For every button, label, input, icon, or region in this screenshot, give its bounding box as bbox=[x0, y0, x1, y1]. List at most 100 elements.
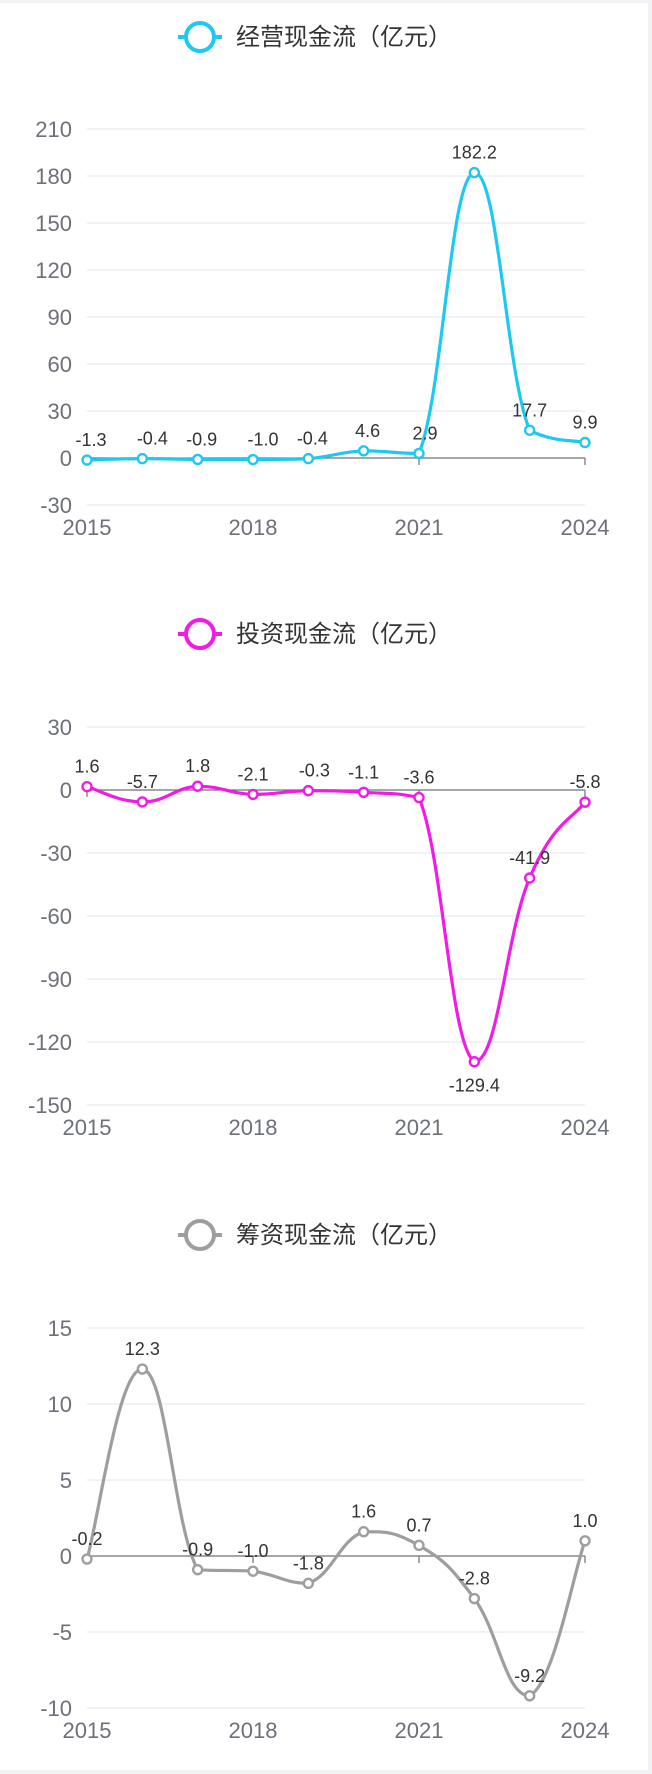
x-tick-label: 2021 bbox=[395, 1718, 444, 1743]
data-point bbox=[579, 1535, 591, 1547]
data-label: 1.8 bbox=[185, 756, 210, 776]
series-line bbox=[86, 170, 586, 462]
x-tick-label: 2015 bbox=[63, 1115, 112, 1140]
x-tick-label: 2015 bbox=[63, 1718, 112, 1743]
y-tick-label: -5 bbox=[52, 1620, 72, 1645]
y-tick-label: 210 bbox=[35, 117, 72, 142]
data-point bbox=[191, 453, 204, 466]
data-label: -1.3 bbox=[75, 430, 106, 450]
y-tick-label: -10 bbox=[40, 1696, 72, 1721]
x-tick-label: 2018 bbox=[229, 515, 278, 540]
data-point bbox=[579, 796, 591, 808]
data-label: -5.7 bbox=[127, 772, 158, 792]
data-point bbox=[579, 436, 591, 449]
data-label: -1.0 bbox=[247, 430, 278, 450]
x-tick-label: 2024 bbox=[561, 515, 610, 540]
data-label: -0.9 bbox=[186, 429, 217, 449]
y-tick-label: 15 bbox=[48, 1316, 72, 1341]
y-tick-label: 150 bbox=[35, 211, 72, 236]
y-tick-label: -60 bbox=[40, 904, 72, 929]
data-label: -0.4 bbox=[297, 429, 328, 449]
data-point bbox=[136, 1363, 149, 1375]
data-label: -1.1 bbox=[348, 762, 379, 782]
data-point bbox=[191, 780, 204, 792]
data-point bbox=[468, 1056, 481, 1068]
data-point bbox=[302, 452, 315, 465]
legend-marker-icon bbox=[184, 618, 216, 650]
data-label: -0.4 bbox=[137, 429, 168, 449]
legend-marker-icon bbox=[184, 1219, 216, 1251]
data-point bbox=[191, 1563, 204, 1576]
data-point bbox=[357, 1525, 370, 1538]
data-point bbox=[247, 788, 259, 801]
data-label: -1.8 bbox=[293, 1553, 324, 1573]
data-point bbox=[413, 447, 425, 460]
legend-marker-icon bbox=[184, 21, 216, 53]
x-tick-label: 2015 bbox=[63, 515, 112, 540]
y-tick-label: 30 bbox=[48, 715, 72, 740]
data-label: -2.8 bbox=[459, 1569, 490, 1589]
data-point bbox=[302, 1577, 315, 1590]
data-label: 1.6 bbox=[74, 757, 99, 777]
chart-canvas: 经营现金流（亿元） 210 180 150 120 90 60 30 0 -30 2015 2018 2… bbox=[0, 3, 648, 1770]
data-label: 1.6 bbox=[351, 1502, 376, 1522]
y-tick-label: 0 bbox=[60, 1544, 72, 1569]
legend-label: 筹资现金流（亿元） bbox=[236, 1221, 452, 1249]
x-tick-label: 2018 bbox=[229, 1115, 278, 1140]
data-point bbox=[136, 796, 149, 808]
data-point bbox=[357, 445, 370, 457]
y-tick-label: 30 bbox=[48, 399, 72, 424]
y-tick-label: 0 bbox=[60, 778, 72, 803]
legend-label: 投资现金流（亿元） bbox=[236, 620, 452, 648]
y-tick-label: 10 bbox=[48, 1392, 72, 1417]
data-point bbox=[523, 1690, 536, 1702]
x-tick-label: 2021 bbox=[395, 515, 444, 540]
data-label: 17.7 bbox=[512, 400, 547, 420]
legend-label: 经营现金流（亿元） bbox=[236, 23, 452, 51]
x-tick-label: 2024 bbox=[561, 1718, 610, 1743]
x-tick-label: 2024 bbox=[561, 1115, 610, 1140]
data-label: 2.9 bbox=[412, 423, 437, 443]
y-tick-label: 0 bbox=[60, 446, 72, 471]
series-line bbox=[85, 1367, 587, 1698]
data-point bbox=[247, 1565, 259, 1577]
y-tick-label: 90 bbox=[48, 305, 72, 330]
data-label: -129.4 bbox=[449, 1076, 500, 1096]
data-label: 12.3 bbox=[125, 1339, 160, 1359]
y-tick-label: -30 bbox=[40, 493, 72, 518]
x-tick-label: 2018 bbox=[229, 1718, 278, 1743]
data-point bbox=[81, 780, 93, 793]
data-point bbox=[468, 1592, 481, 1605]
data-label: 0.7 bbox=[406, 1515, 431, 1535]
y-tick-label: -90 bbox=[40, 967, 72, 992]
data-label: -0.3 bbox=[299, 761, 330, 781]
data-point bbox=[302, 784, 315, 797]
y-tick-label: 5 bbox=[60, 1468, 72, 1493]
data-point bbox=[523, 424, 536, 436]
data-label: 182.2 bbox=[452, 143, 497, 163]
y-tick-label: 180 bbox=[35, 164, 72, 189]
data-label: 9.9 bbox=[572, 412, 597, 432]
y-tick-label: -30 bbox=[40, 841, 72, 866]
data-point bbox=[357, 786, 370, 799]
data-label: -2.1 bbox=[237, 764, 268, 784]
data-label: -9.2 bbox=[514, 1666, 545, 1686]
data-label: -0.2 bbox=[71, 1529, 102, 1549]
data-point bbox=[81, 454, 93, 466]
data-point bbox=[247, 453, 259, 466]
series-line bbox=[86, 784, 587, 1064]
data-label: -1.0 bbox=[237, 1541, 268, 1561]
y-tick-label: 120 bbox=[35, 258, 72, 283]
y-tick-label: -150 bbox=[28, 1093, 72, 1118]
data-label: -3.6 bbox=[403, 768, 434, 788]
x-tick-label: 2021 bbox=[395, 1115, 444, 1140]
data-point bbox=[523, 872, 536, 884]
data-point bbox=[468, 166, 481, 179]
data-point bbox=[413, 791, 425, 804]
y-tick-label: -120 bbox=[28, 1030, 72, 1055]
y-tick-label: 60 bbox=[48, 352, 72, 377]
